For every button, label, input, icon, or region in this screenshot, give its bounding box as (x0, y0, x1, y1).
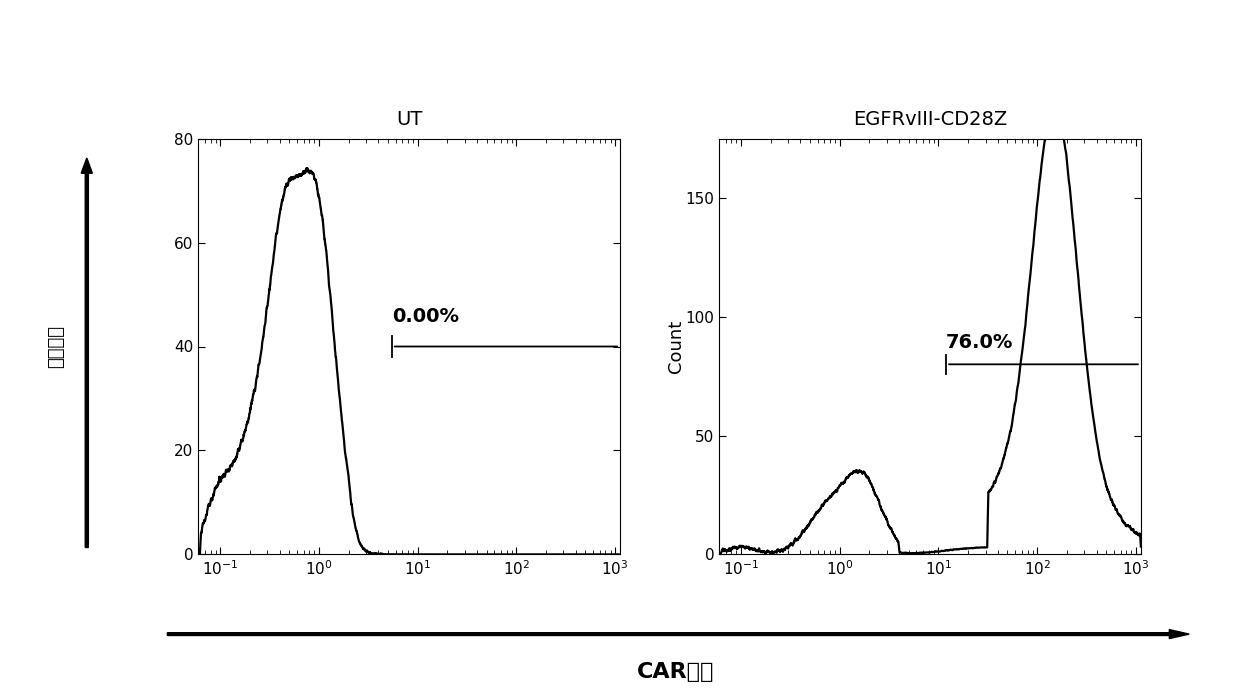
Title: UT: UT (396, 109, 423, 129)
Text: 76.0%: 76.0% (946, 333, 1013, 353)
Title: EGFRvIII-CD28Z: EGFRvIII-CD28Z (853, 109, 1007, 129)
Text: Count: Count (667, 320, 684, 373)
Text: 0.00%: 0.00% (392, 307, 459, 326)
Text: 细胞计数: 细胞计数 (47, 325, 64, 368)
Text: CAR表达: CAR表达 (637, 663, 714, 682)
